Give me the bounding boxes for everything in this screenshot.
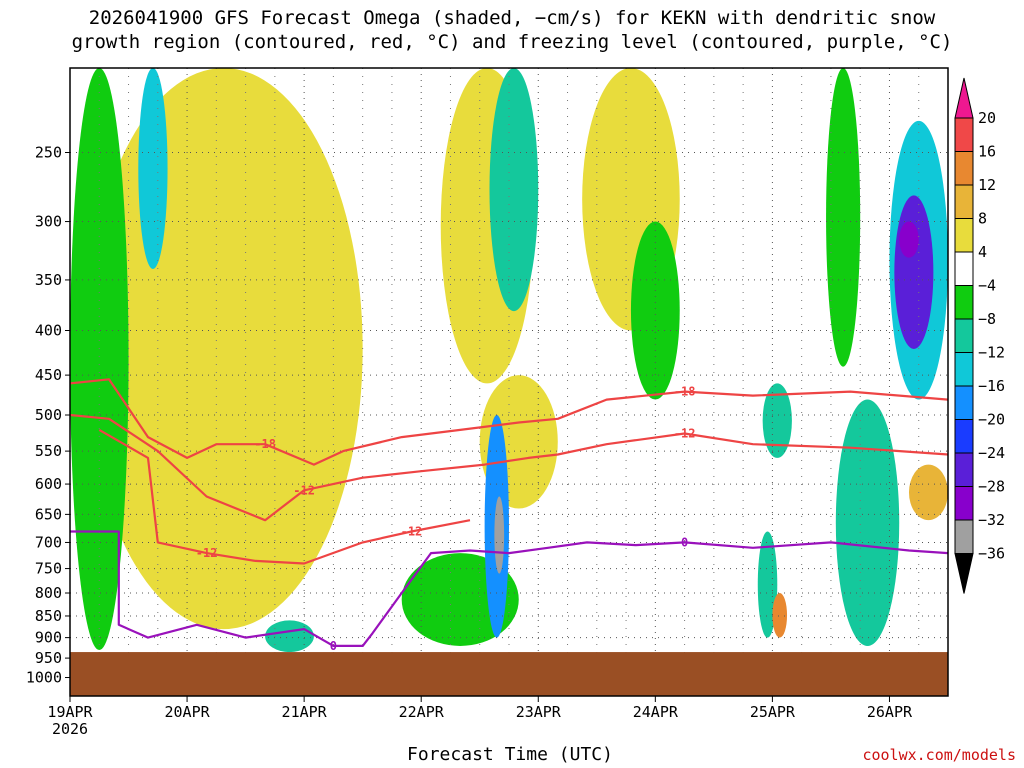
colorbar-label: 4 [978,243,987,261]
colorbar-segment [954,385,974,420]
y-tick-label: 350 [35,271,62,289]
y-tick-label: 700 [35,533,62,551]
contour-label: -18 [254,437,276,451]
colorbar-segment [954,486,974,521]
omega-region [70,68,129,651]
colorbar-arrow-top [954,77,974,119]
omega-region [835,399,900,646]
y-tick-label: 500 [35,406,62,424]
omega-region [630,221,680,400]
colorbar-segment [954,285,974,320]
colorbar-label: 16 [978,143,996,161]
x-year-label: 2026 [52,720,88,738]
x-axis-label: Forecast Time (UTC) [407,744,613,765]
contour-line [70,530,948,648]
colorbar-label: −28 [978,478,1005,496]
colorbar-segment [954,452,974,487]
contour-label: -12 [196,546,218,560]
omega-region [772,593,788,638]
x-tick-label: 22APR [399,703,445,721]
y-axis: 250 300 350 400 450 500 550 600 650 700 750 800 850 9… [26,144,70,687]
colorbar-segment [954,117,974,152]
y-tick-label: 900 [35,629,62,647]
contour-line [70,378,948,466]
title-line-2: growth region (contoured, red, °C) and f… [71,31,953,53]
colorbar-segment [954,251,974,286]
y-tick-label: 450 [35,366,62,384]
x-tick-label: 21APR [282,703,328,721]
y-tick-label: 400 [35,322,62,340]
y-tick-label: 650 [35,505,62,523]
colorbar-segment [954,184,974,219]
omega-region [757,531,778,638]
contour-line [70,413,948,522]
y-tick-label: 250 [35,144,62,162]
omega-region [762,383,792,458]
y-tick-label: 300 [35,213,62,231]
colorbar-label: −16 [978,377,1005,395]
contour-label: 0 [681,535,688,549]
colorbar-label: −36 [978,545,1005,563]
colorbar-label: −12 [978,344,1005,362]
omega-region [899,221,919,258]
y-tick-label: 1000 [26,669,62,687]
x-tick-label: 24APR [633,703,679,721]
contour-label: -12 [674,426,696,440]
y-tick-label: 550 [35,442,62,460]
contour-label: -12 [293,483,315,497]
omega-region [265,620,314,653]
contour-label: 0 [330,639,337,653]
x-tick-label: 20APR [164,703,210,721]
colorbar-segment [954,352,974,387]
omega-region [489,68,539,312]
colorbar-label: −4 [978,277,996,295]
omega-region [894,195,934,349]
colorbar-label: 8 [978,210,987,228]
colorbar-arrow-bottom [954,553,974,594]
omega-region [826,68,861,367]
contour-label: -12 [401,524,423,538]
omega-shading [70,68,948,653]
plot-frame [69,67,949,697]
colorbar-label: −20 [978,411,1005,429]
colorbar: 20 16 12 8 4 −4 −8 −12 −16 −20 −24 −28 −32 −36 [954,77,1005,594]
x-tick-label: 23APR [516,703,562,721]
colorbar-segment [954,519,974,554]
x-tick-label: 26APR [867,703,913,721]
colorbar-segment [954,419,974,454]
omega-region [908,464,948,521]
y-tick-label: 800 [35,584,62,602]
contours: -18 -18 -12 -12 -12 -12 0 0 [70,378,948,653]
chart-title: 2026041900 GFS Forecast Omega (shaded, −… [0,6,1024,54]
omega-region [138,68,168,269]
omega-region [494,496,505,574]
y-tick-label: 750 [35,560,62,578]
y-tick-label: 600 [35,475,62,493]
credit-link[interactable]: coolwx.com/models [862,746,1016,764]
colorbar-segment [954,218,974,253]
contour-line [98,428,471,565]
title-line-1: 2026041900 GFS Forecast Omega (shaded, −… [88,7,936,29]
contour-label: -18 [674,385,696,399]
colorbar-label: −32 [978,511,1005,529]
x-tick-label: 25APR [750,703,796,721]
y-tick-label: 950 [35,649,62,667]
colorbar-label: 20 [978,109,996,127]
x-axis: 19APR 20APR 21APR 22APR 23APR 24APR 25APR 26APR… [47,696,913,738]
y-tick-label: 850 [35,607,62,625]
x-tick-label: 19APR [47,703,93,721]
colorbar-label: 12 [978,176,996,194]
colorbar-segment [954,318,974,353]
colorbar-segment [954,151,974,186]
colorbar-label: −8 [978,310,996,328]
colorbar-label: −24 [978,444,1005,462]
ground-surface [70,652,948,696]
